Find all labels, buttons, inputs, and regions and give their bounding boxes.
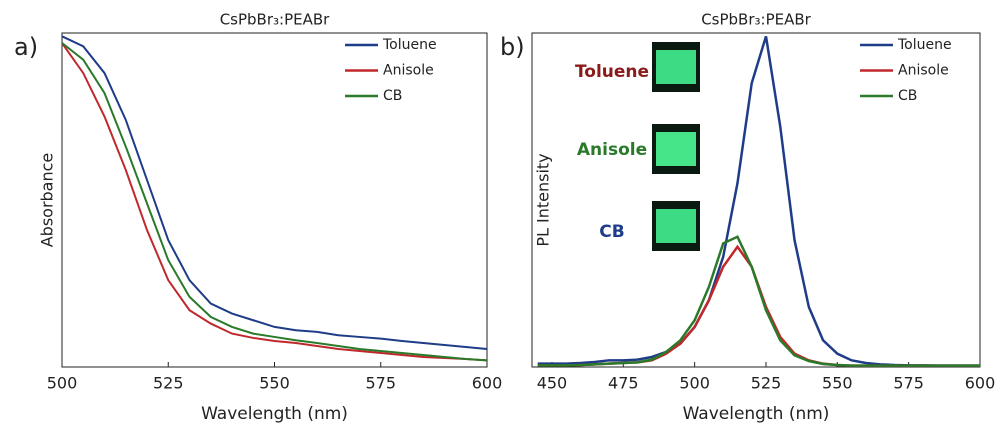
legend-label: Anisole [898, 63, 949, 79]
x-tick-label: 600 [472, 374, 503, 393]
x-tick-label: 500 [679, 374, 710, 393]
y-axis-label: Absorbance [38, 153, 57, 248]
annotation: Anisole [577, 140, 647, 160]
legend-label: Anisole [383, 63, 434, 79]
data-line [61, 42, 488, 362]
plot-frame [61, 32, 488, 368]
data-line [537, 35, 980, 367]
annotation: Toluene [575, 62, 649, 82]
chart-title: CsPbBr₃:PEABr [701, 11, 811, 29]
plot-frame [531, 32, 981, 368]
x-tick-label: 500 [47, 374, 78, 393]
x-tick-label: 575 [365, 374, 396, 393]
x-tick-label: 550 [259, 374, 290, 393]
data-line [537, 244, 980, 367]
x-axis-label: Wavelength (nm) [201, 404, 348, 424]
x-tick-label: 550 [822, 374, 853, 393]
legend-label: Toluene [382, 37, 437, 53]
x-tick-label: 525 [751, 374, 782, 393]
legend-label: CB [383, 88, 402, 104]
y-axis-label: PL Intensity [534, 153, 553, 246]
data-line [61, 42, 488, 362]
inset-film [656, 50, 696, 84]
panel-label: b) [500, 33, 525, 61]
data-line [61, 35, 488, 350]
legend-label: CB [898, 88, 917, 104]
x-tick-label: 525 [153, 374, 184, 393]
inset-film [656, 209, 696, 243]
x-tick-label: 600 [965, 374, 996, 393]
inset-photos [652, 42, 700, 251]
inset-film [656, 132, 696, 166]
x-tick-label: 475 [608, 374, 639, 393]
data-line [537, 235, 980, 367]
chart-title: CsPbBr₃:PEABr [220, 11, 330, 29]
legend-label: Toluene [897, 37, 952, 53]
x-axis-label: Wavelength (nm) [683, 404, 830, 424]
x-tick-label: 450 [537, 374, 568, 393]
annotation: CB [599, 222, 624, 242]
panel-label: a) [14, 33, 38, 61]
x-tick-label: 575 [893, 374, 924, 393]
